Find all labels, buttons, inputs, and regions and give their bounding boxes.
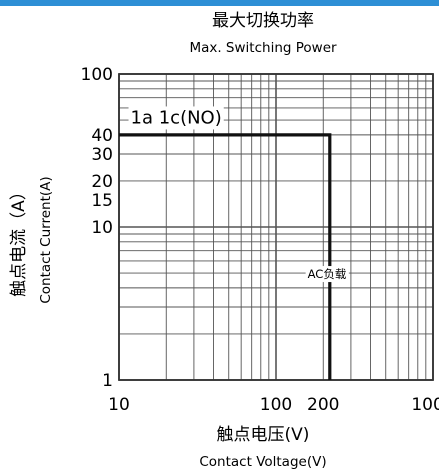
grid	[118, 73, 434, 381]
x-tick-label-3: 1000	[411, 395, 439, 415]
top-accent-bar	[0, 0, 439, 6]
y-tick-label-1: 10	[91, 218, 113, 238]
series-line-0	[119, 133, 332, 380]
x-tick-label-1: 100	[260, 395, 292, 415]
y-tick-label-6: 100	[81, 65, 113, 85]
annotation-bg-1	[305, 266, 349, 283]
x-tick-label-2: 200	[307, 395, 339, 415]
y-tick-label-3: 20	[91, 172, 113, 192]
y-tick-label-4: 30	[91, 145, 113, 165]
series-layer	[119, 133, 332, 380]
annotations: 1a 1c(NO) AC负载	[128, 106, 349, 283]
annotation-0: 1a 1c(NO)	[131, 107, 222, 128]
x-axis-label: 触点电压(V)	[217, 425, 310, 445]
y-tick-label-5: 40	[91, 126, 113, 146]
annotation-bg-0	[128, 106, 224, 130]
x-axis-label-en: Contact Voltage(V)	[199, 454, 326, 470]
y-tick-label-0: 1	[102, 371, 113, 391]
annotation-1: AC负载	[308, 267, 347, 281]
x-tick-label-0: 10	[108, 395, 130, 415]
y-axis-label: 触点电流（A）	[9, 183, 29, 297]
y-axis-label-en: Contact Current(A)	[38, 176, 54, 303]
chart-title: 最大切换功率	[212, 11, 314, 31]
y-tick-label-2: 15	[91, 191, 113, 211]
chart-subtitle: Max. Switching Power	[189, 40, 337, 56]
plot-frame	[118, 73, 434, 381]
